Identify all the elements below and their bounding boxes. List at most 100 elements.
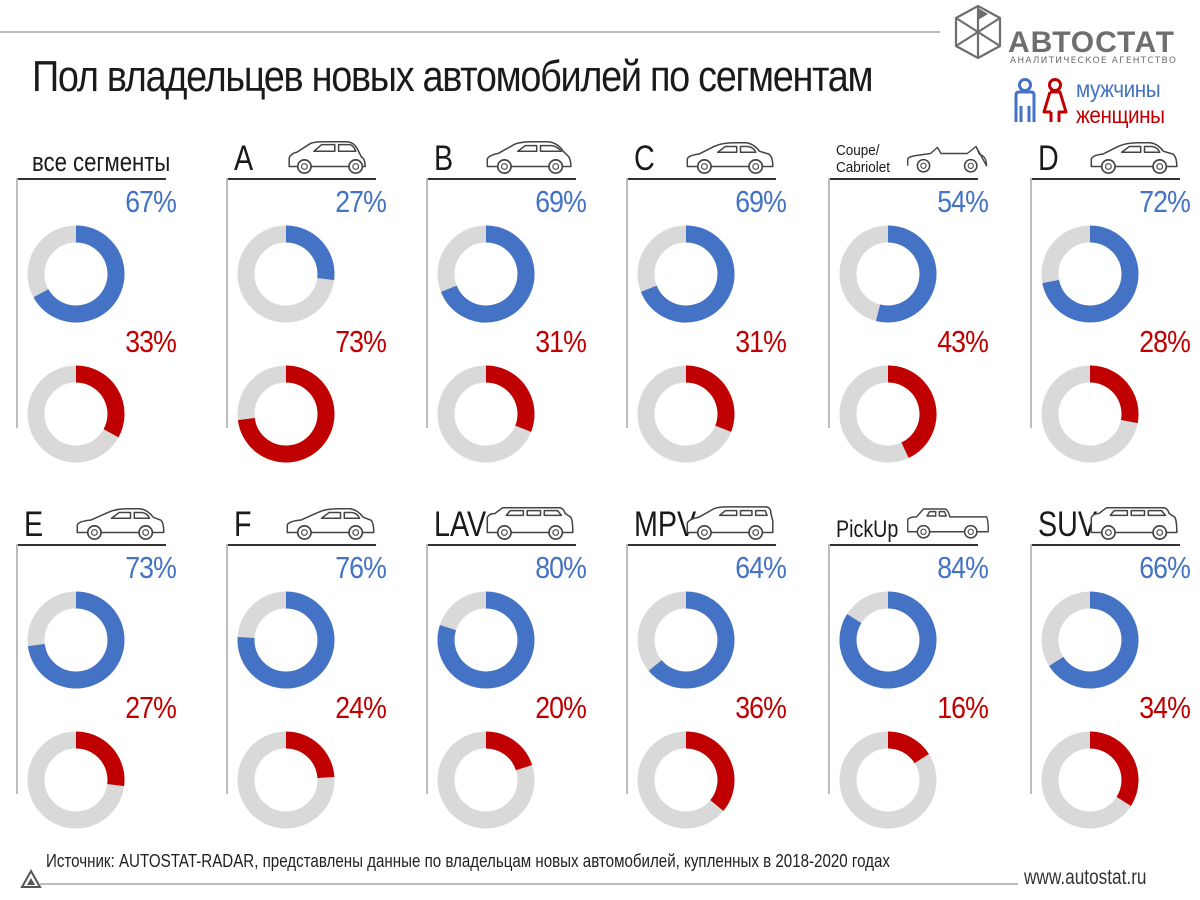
- segment-label: B: [434, 139, 454, 178]
- women-percent-label: 36%: [735, 690, 787, 725]
- header-rule: [0, 31, 940, 33]
- men-percent-label: 27%: [335, 184, 387, 219]
- men-percent-label: 69%: [735, 184, 787, 219]
- men-percent-label: 69%: [535, 184, 587, 219]
- segment-underline: [626, 544, 776, 546]
- segment-donuts: [1041, 591, 1139, 829]
- segment-label: MPV: [634, 505, 697, 544]
- logo-name: АВТОСТАТ: [1008, 26, 1175, 59]
- car-cabriolet-icon: [907, 145, 988, 173]
- segment-underline: [626, 178, 776, 180]
- women-percent-label: 34%: [1139, 690, 1191, 725]
- men-donut: [285, 225, 335, 281]
- segment-donuts: [637, 591, 735, 829]
- women-percent-label: 28%: [1139, 324, 1191, 359]
- segment-underline: [828, 178, 978, 180]
- segment-panel: LAV 80% 20%: [426, 500, 596, 829]
- women-percent-label: 43%: [937, 324, 989, 359]
- car-sedan-long-icon: [286, 507, 375, 541]
- segment-underline: [226, 544, 376, 546]
- men-percent-label: 80%: [535, 550, 587, 585]
- segment-panel: C 69% 31%: [626, 134, 796, 463]
- chart-title: Пол владельцев новых автомобилей по сегм…: [32, 52, 873, 101]
- women-percent-label: 31%: [535, 324, 587, 359]
- segment-underline: [426, 544, 576, 546]
- segment-label: D: [1038, 139, 1059, 178]
- women-donut: [887, 731, 929, 764]
- segment-divider: [626, 544, 628, 794]
- autostat-mark-icon: [20, 868, 42, 888]
- segment-underline: [1030, 544, 1180, 546]
- segment-donuts: [437, 591, 535, 829]
- segment-panel: SUV 66% 34%: [1030, 500, 1200, 829]
- segment-panel: все сегменты 67% 33%: [16, 134, 186, 463]
- source-note: Источник: AUTOSTAT-RADAR, представлены д…: [46, 851, 890, 871]
- segment-donuts: [839, 225, 937, 463]
- men-donut: [1049, 591, 1139, 689]
- women-percent-label: 20%: [535, 690, 587, 725]
- segment-label: E: [24, 505, 44, 544]
- segment-underline: [226, 178, 376, 180]
- women-percent-label: 31%: [735, 324, 787, 359]
- men-donut: [33, 225, 125, 323]
- women-donut: [685, 365, 735, 432]
- men-donut: [27, 591, 125, 689]
- men-percent-label: 76%: [335, 550, 387, 585]
- segment-label: Coupe/ Cabriolet: [836, 142, 891, 176]
- segment-panel: Coupe/ Cabriolet 54% 43%: [828, 134, 998, 463]
- segment-underline: [1030, 178, 1180, 180]
- segment-label: A: [234, 139, 254, 178]
- men-percent-label: 84%: [937, 550, 989, 585]
- segment-donuts: [437, 225, 535, 463]
- segment-label: SUV: [1038, 505, 1098, 544]
- car-hatchback-icon: [486, 141, 572, 175]
- women-donut: [485, 731, 533, 771]
- segment-donuts: [839, 591, 937, 829]
- men-percent-label: 64%: [735, 550, 787, 585]
- women-donut: [285, 731, 335, 779]
- segment-divider: [1030, 178, 1032, 428]
- men-donut: [440, 225, 535, 323]
- segment-label: LAV: [434, 505, 487, 544]
- segment-panel: PickUp 84% 16%: [828, 500, 998, 829]
- segment-donuts: [637, 225, 735, 463]
- segment-panel: E 73% 27%: [16, 500, 186, 829]
- women-donut: [1089, 731, 1139, 806]
- segment-underline: [16, 178, 166, 180]
- segment-panel: D 72% 28%: [1030, 134, 1200, 463]
- legend-men-label: мужчины: [1076, 76, 1161, 102]
- women-percent-label: 27%: [125, 690, 177, 725]
- segment-underline: [16, 544, 166, 546]
- men-donut: [237, 591, 335, 689]
- female-figure-icon: [1042, 78, 1068, 122]
- segment-divider: [226, 544, 228, 794]
- site-url[interactable]: www.autostat.ru: [1024, 866, 1147, 889]
- men-donut: [648, 591, 735, 689]
- men-percent-label: 66%: [1139, 550, 1191, 585]
- segment-divider: [426, 544, 428, 794]
- footer-rule: [40, 883, 1018, 885]
- men-percent-label: 72%: [1139, 184, 1191, 219]
- segment-panel: A 27% 73%: [226, 134, 396, 463]
- male-figure-icon: [1014, 78, 1036, 122]
- men-donut: [839, 591, 937, 689]
- women-donut: [237, 365, 335, 463]
- segment-underline: [426, 178, 576, 180]
- car-suv-icon: [486, 507, 574, 541]
- autostat-logo[interactable]: АВТОСТАТ АНАЛИТИЧЕСКОЕ АГЕНТСТВО: [948, 2, 1188, 68]
- car-suv-icon: [1090, 507, 1178, 541]
- car-sedan-icon: [686, 141, 774, 175]
- men-percent-label: 67%: [125, 184, 177, 219]
- segment-label: F: [234, 505, 252, 544]
- women-percent-label: 24%: [335, 690, 387, 725]
- legend-women-label: женщины: [1076, 102, 1165, 128]
- women-donut: [1089, 365, 1139, 424]
- men-donut: [640, 225, 735, 323]
- men-percent-label: 54%: [937, 184, 989, 219]
- segment-divider: [426, 178, 428, 428]
- segment-divider: [16, 178, 18, 428]
- segment-panel: B 69% 31%: [426, 134, 596, 463]
- car-hatchback-small-icon: [288, 141, 366, 175]
- segment-donuts: [237, 225, 335, 463]
- women-donut: [485, 365, 535, 432]
